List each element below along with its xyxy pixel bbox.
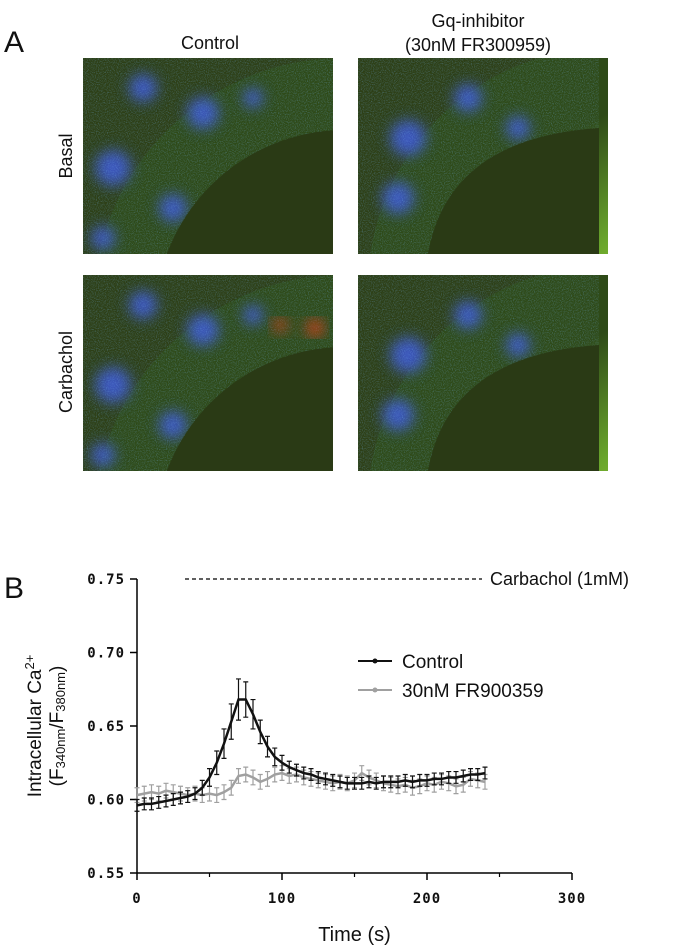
legend-label: Control	[402, 652, 463, 673]
panel-label: B	[4, 572, 24, 605]
y-axis-label-part: Intracellular Ca	[25, 669, 46, 797]
y-axis-label: Intracellular Ca2+	[22, 655, 47, 798]
micrograph	[358, 265, 677, 745]
y-axis-label: (F340nm/F380nm)	[47, 666, 68, 787]
chart: B 0.55 0.60 0.65 0.70 0.75 0 100 200 300 Time (s) I…	[4, 569, 629, 946]
y-tick-label: 0.70	[87, 646, 125, 662]
annotation: Carbachol (1mM)	[490, 569, 629, 589]
series-line	[136, 698, 486, 807]
legend-marker	[372, 687, 378, 693]
y-tick-label: 0.60	[87, 793, 125, 809]
panel-label: A	[4, 26, 24, 59]
y-axis-label-part: /F	[47, 712, 68, 729]
column-title: Control	[181, 33, 239, 53]
legend-marker	[372, 658, 378, 664]
x-tick-label: 100	[268, 891, 296, 907]
legend-label: 30nM FR900359	[402, 681, 544, 702]
red-spots	[273, 318, 324, 337]
x-tick-label: 300	[558, 891, 586, 907]
y-axis-label-part: 2+	[22, 655, 37, 670]
y-axis-label-part: )	[47, 666, 68, 672]
y-axis-label-part: (F	[47, 768, 68, 786]
y-tick-label: 0.55	[87, 866, 125, 882]
y-axis-label-part: 340nm	[53, 729, 68, 769]
x-axis-label: Time (s)	[318, 924, 391, 946]
y-axis-label-part: 380nm	[53, 672, 68, 712]
column-title: (30nM FR300959)	[405, 35, 551, 55]
x-tick-label: 0	[132, 891, 141, 907]
row-title: Basal	[56, 133, 76, 178]
column-title: Gq-inhibitor	[431, 11, 524, 31]
x-tick-label: 200	[413, 891, 441, 907]
row-title: Carbachol	[56, 331, 76, 413]
y-tick-label: 0.65	[87, 719, 125, 735]
y-tick-label: 0.75	[87, 572, 125, 588]
